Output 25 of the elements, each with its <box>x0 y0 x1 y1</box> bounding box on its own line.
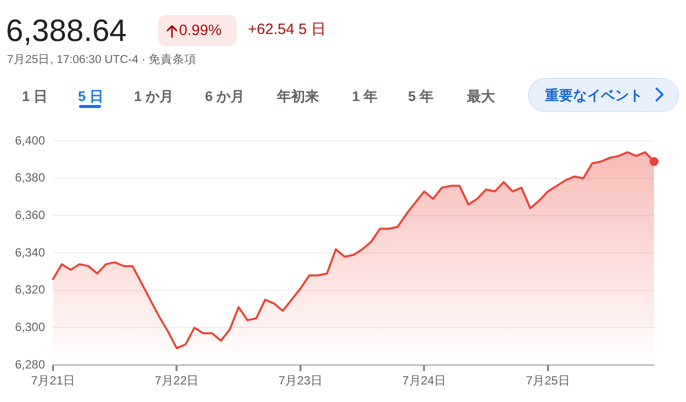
y-tick-label: 6,320 <box>14 282 46 297</box>
x-tick-label: 7月21日 <box>30 374 76 388</box>
text: 年初来 <box>277 87 319 106</box>
x-tick-label: 7月25日 <box>526 374 570 388</box>
y-tick-label: 6,400 <box>14 133 46 148</box>
y-tick-label: 6,380 <box>14 170 46 185</box>
text: 5 日 <box>78 87 104 106</box>
chart-subtitle: 7月25日, 17:06:30 UTC-4 · 免責条項 <box>7 52 197 68</box>
y-tick-label: 6,280 <box>14 357 46 372</box>
x-tick-label: 7月23日 <box>278 374 322 388</box>
text: +62.54 5 日 <box>248 20 326 40</box>
change-badge: 0.99% <box>158 15 237 46</box>
y-tick-label: 6,360 <box>14 208 46 222</box>
chart-title: 6,388.64 <box>6 12 127 50</box>
y-tick-label: 6,300 <box>14 320 46 334</box>
events-button[interactable]: 重要なイベント <box>528 78 679 112</box>
y-tick-label: 6,340 <box>14 245 46 260</box>
text: 6 か月 <box>205 87 245 106</box>
x-tick-label: 7月22日 <box>154 374 199 388</box>
text: 最大 <box>467 87 495 106</box>
text: 5 年 <box>408 87 434 106</box>
text: 1 日 <box>22 87 48 106</box>
x-tick-label: 7月24日 <box>402 374 446 388</box>
text: 1 か月 <box>134 87 174 106</box>
text: 1 年 <box>352 87 378 106</box>
